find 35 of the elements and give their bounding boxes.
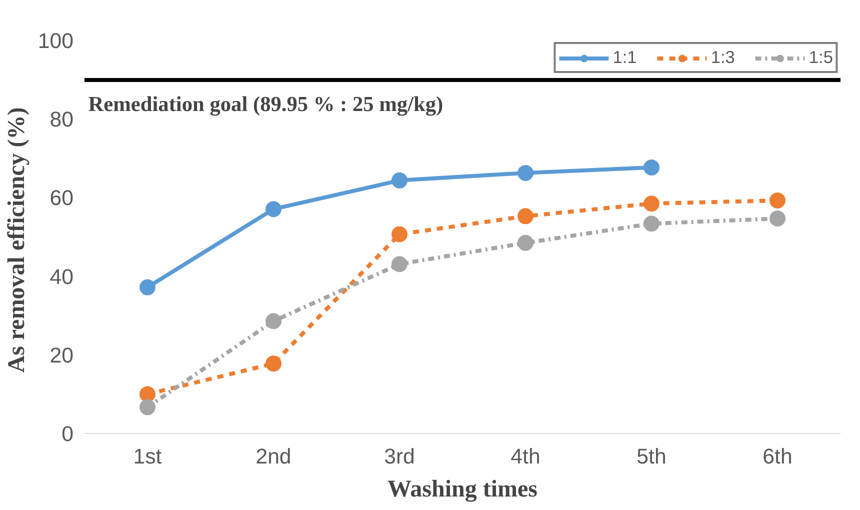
point (644, 196, 660, 212)
x-tick-label: 5th (636, 444, 666, 468)
point (392, 172, 408, 188)
point (770, 210, 786, 227)
point (518, 234, 534, 251)
point (770, 192, 786, 208)
point (140, 399, 156, 416)
ref-line-label: Remediation goal (89.95 % : 25 mg/kg) (88, 92, 444, 116)
point (392, 226, 408, 242)
x-tick-label: 3rd (384, 444, 415, 468)
point (266, 356, 282, 372)
y-tick-label: 40 (50, 264, 74, 289)
point (140, 386, 156, 402)
x-axis-title: Washing times (387, 476, 538, 502)
y-tick-label: 60 (50, 186, 74, 210)
y-tick-label: 20 (50, 343, 74, 368)
y-tick-label: 0 (62, 422, 74, 446)
y-axis-title: As removal efficiency (%) (4, 107, 30, 373)
point (644, 216, 660, 232)
legend-label: 1:1 (612, 47, 637, 68)
point (140, 279, 156, 296)
point (266, 313, 282, 330)
point (266, 201, 282, 218)
y-tick-label: 80 (50, 108, 74, 132)
point (518, 208, 534, 224)
legend-label: 1:3 (710, 47, 735, 68)
x-tick-label: 6th (762, 444, 792, 468)
x-tick-label: 1st (133, 444, 162, 468)
x-tick-label: 2nd (256, 444, 292, 468)
x-tick-label: 4th (510, 444, 540, 468)
y-tick-label: 100 (38, 29, 74, 53)
legend-label: 1:5 (808, 47, 833, 68)
point (518, 164, 534, 181)
point (392, 256, 408, 272)
point (644, 159, 660, 176)
